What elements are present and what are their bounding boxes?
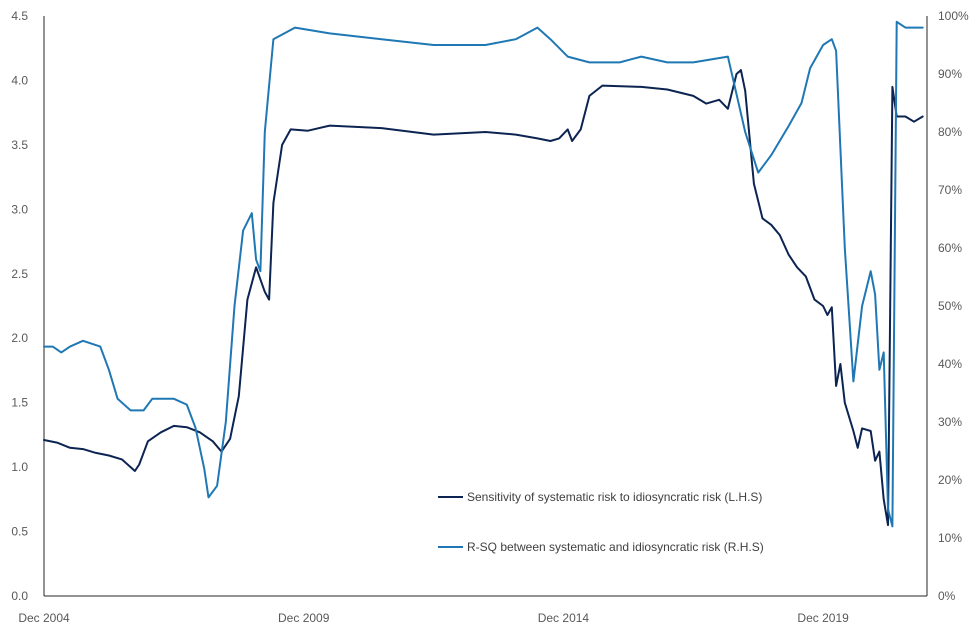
series-lines [43,20,924,528]
x-tick-label: Dec 2019 [797,611,849,625]
x-axis-ticks: Dec 2004 Dec 2009 Dec 2014 Dec 2019 [18,611,849,625]
left-y-tick-label: 1.0 [11,460,28,474]
right-y-tick-label: 0% [938,589,956,603]
x-tick-label: Dec 2009 [278,611,330,625]
left-y-tick-label: 0.5 [11,525,28,539]
left-y-tick-label: 2.5 [11,267,28,281]
right-y-tick-label: 70% [938,183,962,197]
left-y-axis-ticks: 0.0 0.5 1.0 1.5 2.0 2.5 3.0 3.5 4.0 4.5 [11,9,28,603]
series-line-sensitivity [43,69,924,527]
right-y-tick-label: 50% [938,299,962,313]
right-y-tick-label: 40% [938,357,962,371]
left-y-tick-label: 1.5 [11,396,28,410]
series-line-rsq [43,20,924,528]
legend-label-sensitivity: Sensitivity of systematic risk to idiosy… [467,490,762,504]
left-y-tick-label: 4.5 [11,9,28,23]
right-y-tick-label: 20% [938,473,962,487]
right-y-tick-label: 10% [938,531,962,545]
left-y-tick-label: 0.0 [11,589,28,603]
x-tick-label: Dec 2004 [18,611,70,625]
right-y-tick-label: 80% [938,125,962,139]
right-y-tick-label: 30% [938,415,962,429]
left-y-tick-label: 3.0 [11,202,28,216]
x-tick-label: Dec 2014 [538,611,590,625]
legend-label-rsq: R-SQ between systematic and idiosyncrati… [467,540,764,554]
right-y-tick-label: 90% [938,67,962,81]
left-y-tick-label: 4.0 [11,73,28,87]
legend: Sensitivity of systematic risk to idiosy… [438,490,764,554]
left-y-tick-label: 3.5 [11,138,28,152]
left-y-tick-label: 2.0 [11,331,28,345]
right-y-axis-ticks: 0% 10% 20% 30% 40% 50% 60% 70% 80% 90% 100% [938,9,969,603]
right-y-tick-label: 60% [938,241,962,255]
right-y-tick-label: 100% [938,9,969,23]
